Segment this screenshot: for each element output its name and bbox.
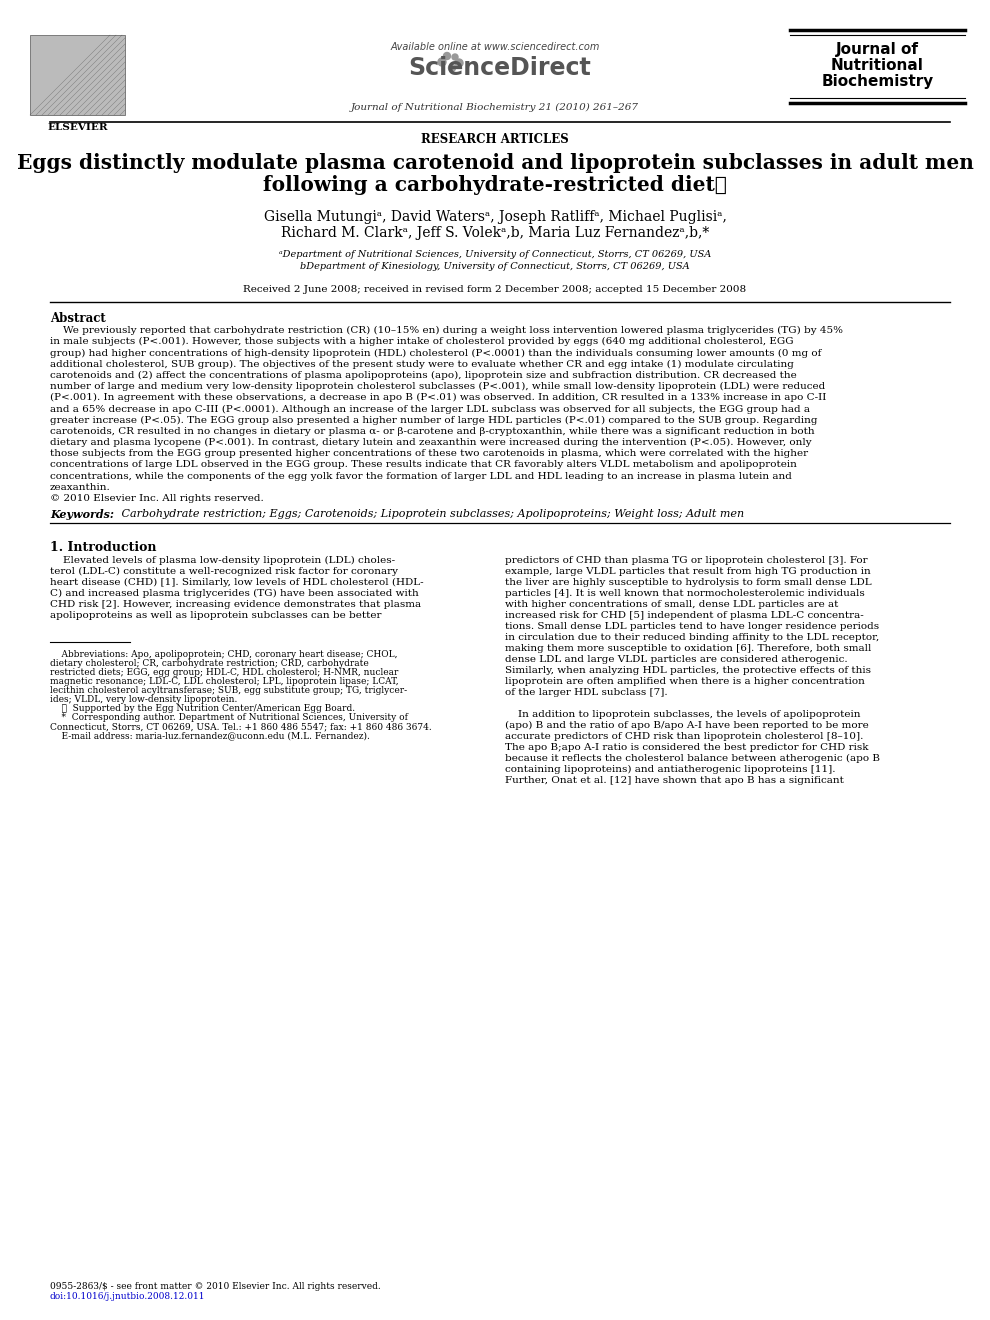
Text: In addition to lipoprotein subclasses, the levels of apolipoprotein: In addition to lipoprotein subclasses, t…	[505, 710, 860, 719]
Text: ides; VLDL, very low-density lipoprotein.: ides; VLDL, very low-density lipoprotein…	[50, 696, 238, 704]
Text: dense LDL and large VLDL particles are considered atherogenic.: dense LDL and large VLDL particles are c…	[505, 655, 847, 664]
Text: *  Corresponding author. Department of Nutritional Sciences, University of: * Corresponding author. Department of Nu…	[50, 713, 408, 722]
Text: zeaxanthin.: zeaxanthin.	[50, 483, 111, 492]
Text: heart disease (CHD) [1]. Similarly, low levels of HDL cholesterol (HDL-: heart disease (CHD) [1]. Similarly, low …	[50, 578, 424, 587]
Text: magnetic resonance; LDL-C, LDL cholesterol; LPL, lipoprotein lipase; LCAT,: magnetic resonance; LDL-C, LDL cholester…	[50, 677, 399, 686]
Text: with higher concentrations of small, dense LDL particles are at: with higher concentrations of small, den…	[505, 601, 839, 610]
Text: Nutritional: Nutritional	[831, 58, 924, 73]
Text: accurate predictors of CHD risk than lipoprotein cholesterol [8–10].: accurate predictors of CHD risk than lip…	[505, 733, 863, 742]
Text: Abstract: Abstract	[50, 312, 106, 325]
Text: following a carbohydrate-restricted diet★: following a carbohydrate-restricted diet…	[263, 176, 727, 195]
Text: ELSEVIER: ELSEVIER	[48, 123, 108, 132]
Text: particles [4]. It is well known that normocholesterolemic individuals: particles [4]. It is well known that nor…	[505, 589, 864, 598]
Text: carotenoids and (2) affect the concentrations of plasma apolipoproteins (apo), l: carotenoids and (2) affect the concentra…	[50, 371, 797, 380]
Text: Available online at www.sciencedirect.com: Available online at www.sciencedirect.co…	[390, 42, 600, 51]
Text: making them more susceptible to oxidation [6]. Therefore, both small: making them more susceptible to oxidatio…	[505, 644, 871, 653]
Text: Keywords:: Keywords:	[50, 510, 114, 520]
Text: lipoprotein are often amplified when there is a higher concentration: lipoprotein are often amplified when the…	[505, 677, 865, 686]
Text: The apo B;apo A-I ratio is considered the best predictor for CHD risk: The apo B;apo A-I ratio is considered th…	[505, 743, 868, 752]
Text: concentrations of large LDL observed in the EGG group. These results indicate th: concentrations of large LDL observed in …	[50, 461, 797, 470]
Text: RESEARCH ARTICLES: RESEARCH ARTICLES	[421, 133, 569, 147]
Circle shape	[438, 58, 446, 66]
Text: containing lipoproteins) and antiatherogenic lipoproteins [11].: containing lipoproteins) and antiatherog…	[505, 766, 836, 775]
Text: Gisella Mutungiᵃ, David Watersᵃ, Joseph Ratliffᵃ, Michael Puglisiᵃ,: Gisella Mutungiᵃ, David Watersᵃ, Joseph …	[263, 210, 727, 224]
Text: additional cholesterol, SUB group). The objectives of the present study were to : additional cholesterol, SUB group). The …	[50, 359, 794, 368]
Text: in male subjects (P<.001). However, those subjects with a higher intake of chole: in male subjects (P<.001). However, thos…	[50, 337, 794, 346]
Text: and a 65% decrease in apo C-III (P<.0001). Although an increase of the larger LD: and a 65% decrease in apo C-III (P<.0001…	[50, 404, 810, 413]
Circle shape	[455, 59, 463, 67]
Text: number of large and medium very low-density lipoprotein cholesterol subclasses (: number of large and medium very low-dens…	[50, 381, 826, 391]
Text: terol (LDL-C) constitute a well-recognized risk factor for coronary: terol (LDL-C) constitute a well-recogniz…	[50, 568, 398, 577]
Text: doi:10.1016/j.jnutbio.2008.12.011: doi:10.1016/j.jnutbio.2008.12.011	[50, 1292, 206, 1302]
Text: predictors of CHD than plasma TG or lipoprotein cholesterol [3]. For: predictors of CHD than plasma TG or lipo…	[505, 556, 867, 565]
Text: Richard M. Clarkᵃ, Jeff S. Volekᵃ,b, Maria Luz Fernandezᵃ,b,*: Richard M. Clarkᵃ, Jeff S. Volekᵃ,b, Mar…	[281, 226, 709, 240]
Circle shape	[448, 65, 455, 71]
Text: Journal of Nutritional Biochemistry 21 (2010) 261–267: Journal of Nutritional Biochemistry 21 (…	[351, 103, 639, 112]
Text: Eggs distinctly modulate plasma carotenoid and lipoprotein subclasses in adult m: Eggs distinctly modulate plasma caroteno…	[17, 153, 973, 173]
Text: example, large VLDL particles that result from high TG production in: example, large VLDL particles that resul…	[505, 568, 871, 577]
Text: Received 2 June 2008; received in revised form 2 December 2008; accepted 15 Dece: Received 2 June 2008; received in revise…	[244, 285, 746, 294]
Text: group) had higher concentrations of high-density lipoprotein (HDL) cholesterol (: group) had higher concentrations of high…	[50, 348, 822, 358]
Text: (apo) B and the ratio of apo B/apo A-I have been reported to be more: (apo) B and the ratio of apo B/apo A-I h…	[505, 721, 869, 730]
Text: concentrations, while the components of the egg yolk favor the formation of larg: concentrations, while the components of …	[50, 471, 792, 480]
Text: the liver are highly susceptible to hydrolysis to form small dense LDL: the liver are highly susceptible to hydr…	[505, 578, 871, 587]
Text: ★  Supported by the Egg Nutrition Center/American Egg Board.: ★ Supported by the Egg Nutrition Center/…	[50, 704, 355, 713]
Text: those subjects from the EGG group presented higher concentrations of these two c: those subjects from the EGG group presen…	[50, 449, 808, 458]
Text: restricted diets; EGG, egg group; HDL-C, HDL cholesterol; H-NMR, nuclear: restricted diets; EGG, egg group; HDL-C,…	[50, 668, 398, 677]
Text: © 2010 Elsevier Inc. All rights reserved.: © 2010 Elsevier Inc. All rights reserved…	[50, 494, 263, 503]
Text: 1. Introduction: 1. Introduction	[50, 541, 156, 554]
Text: (P<.001). In agreement with these observations, a decrease in apo B (P<.01) was : (P<.001). In agreement with these observ…	[50, 393, 827, 403]
Text: Abbreviations: Apo, apolipoprotein; CHD, coronary heart disease; CHOL,: Abbreviations: Apo, apolipoprotein; CHD,…	[50, 651, 398, 659]
Text: lecithin cholesterol acyltransferase; SUB, egg substitute group; TG, triglycer-: lecithin cholesterol acyltransferase; SU…	[50, 686, 407, 696]
Text: Further, Onat et al. [12] have shown that apo B has a significant: Further, Onat et al. [12] have shown tha…	[505, 776, 843, 785]
Text: because it reflects the cholesterol balance between atherogenic (apo B: because it reflects the cholesterol bala…	[505, 754, 880, 763]
Text: increased risk for CHD [5] independent of plasma LDL-C concentra-: increased risk for CHD [5] independent o…	[505, 611, 863, 620]
Text: E-mail address: maria-luz.fernandez@uconn.edu (M.L. Fernandez).: E-mail address: maria-luz.fernandez@ucon…	[50, 731, 370, 741]
Text: carotenoids, CR resulted in no changes in dietary or plasma α- or β-carotene and: carotenoids, CR resulted in no changes i…	[50, 426, 815, 436]
Text: dietary and plasma lycopene (P<.001). In contrast, dietary lutein and zeaxanthin: dietary and plasma lycopene (P<.001). In…	[50, 438, 812, 447]
Text: We previously reported that carbohydrate restriction (CR) (10–15% en) during a w: We previously reported that carbohydrate…	[50, 326, 843, 335]
Text: apolipoproteins as well as lipoprotein subclasses can be better: apolipoproteins as well as lipoprotein s…	[50, 611, 381, 620]
Text: C) and increased plasma triglycerides (TG) have been associated with: C) and increased plasma triglycerides (T…	[50, 589, 419, 598]
Text: greater increase (P<.05). The EGG group also presented a higher number of large : greater increase (P<.05). The EGG group …	[50, 416, 818, 425]
Text: bDepartment of Kinesiology, University of Connecticut, Storrs, CT 06269, USA: bDepartment of Kinesiology, University o…	[300, 261, 690, 271]
Text: ScienceDirect: ScienceDirect	[409, 55, 591, 81]
Text: Journal of: Journal of	[836, 42, 919, 57]
Circle shape	[452, 54, 458, 59]
Text: Biochemistry: Biochemistry	[822, 74, 934, 88]
Text: in circulation due to their reduced binding affinity to the LDL receptor,: in circulation due to their reduced bind…	[505, 634, 879, 643]
Bar	[30, 36, 125, 115]
Text: dietary cholesterol; CR, carbohydrate restriction; CRD, carbohydrate: dietary cholesterol; CR, carbohydrate re…	[50, 659, 368, 668]
Text: Carbohydrate restriction; Eggs; Carotenoids; Lipoprotein subclasses; Apolipoprot: Carbohydrate restriction; Eggs; Caroteno…	[118, 510, 744, 519]
Circle shape	[444, 53, 450, 59]
Text: Similarly, when analyzing HDL particles, the protective effects of this: Similarly, when analyzing HDL particles,…	[505, 667, 871, 676]
Text: ᵃDepartment of Nutritional Sciences, University of Connecticut, Storrs, CT 06269: ᵃDepartment of Nutritional Sciences, Uni…	[279, 249, 711, 259]
Text: 0955-2863/$ - see front matter © 2010 Elsevier Inc. All rights reserved.: 0955-2863/$ - see front matter © 2010 El…	[50, 1282, 381, 1291]
Text: Connecticut, Storrs, CT 06269, USA. Tel.: +1 860 486 5547; fax: +1 860 486 3674.: Connecticut, Storrs, CT 06269, USA. Tel.…	[50, 722, 432, 731]
Text: Elevated levels of plasma low-density lipoprotein (LDL) choles-: Elevated levels of plasma low-density li…	[50, 556, 395, 565]
Text: tions. Small dense LDL particles tend to have longer residence periods: tions. Small dense LDL particles tend to…	[505, 622, 879, 631]
Text: CHD risk [2]. However, increasing evidence demonstrates that plasma: CHD risk [2]. However, increasing eviden…	[50, 601, 421, 610]
Text: of the larger HDL subclass [7].: of the larger HDL subclass [7].	[505, 688, 667, 697]
